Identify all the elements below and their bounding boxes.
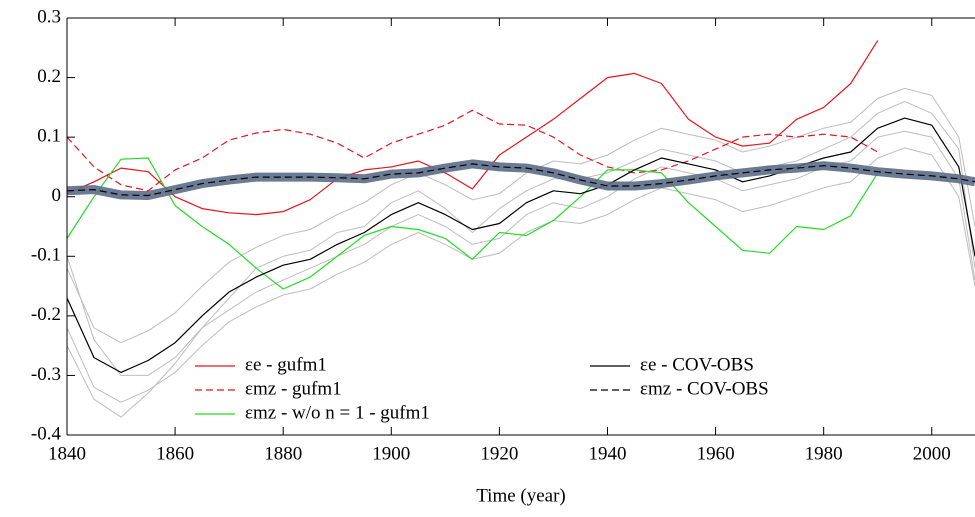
x-tick-label: 1940 (588, 443, 626, 464)
series-line (67, 163, 975, 197)
x-tick-label: 1860 (156, 443, 194, 464)
x-axis-label: Time (year) (476, 485, 566, 506)
x-tick-label: 1840 (48, 443, 86, 464)
series-band (67, 159, 975, 200)
x-tick-label: 1980 (805, 443, 843, 464)
x-tick-label: 2000 (913, 443, 951, 464)
x-tick-label: 1920 (480, 443, 518, 464)
plot-area (67, 40, 975, 418)
y-tick-label: 0.2 (37, 66, 61, 87)
legend-label: εe - gufm1 (245, 354, 327, 375)
y-tick-label: -0.3 (31, 364, 61, 385)
legend-label: εmz - w/o n = 1 - gufm1 (245, 402, 430, 423)
y-tick-label: 0.1 (37, 126, 61, 147)
y-tick-label: -0.1 (31, 245, 61, 266)
x-tick-label: 1880 (264, 443, 302, 464)
ensemble-line (67, 100, 975, 376)
ensemble-line (67, 87, 975, 344)
y-tick-label: 0.3 (37, 6, 61, 27)
y-tick-label: -0.2 (31, 304, 61, 325)
series-line (67, 117, 975, 373)
legend-label: εmz - gufm1 (245, 378, 342, 399)
y-tick-label: -0.4 (31, 423, 62, 444)
series-line (67, 157, 879, 290)
x-tick-label: 1900 (372, 443, 410, 464)
y-tick-label: 0 (52, 185, 62, 206)
ensemble-line (67, 130, 975, 418)
x-tick-label: 1960 (697, 443, 735, 464)
ensemble-line (67, 147, 975, 403)
series-line (67, 109, 878, 192)
legend-label: εmz - COV-OBS (640, 378, 769, 399)
legend-label: εe - COV-OBS (640, 354, 754, 375)
series-line (67, 40, 879, 216)
